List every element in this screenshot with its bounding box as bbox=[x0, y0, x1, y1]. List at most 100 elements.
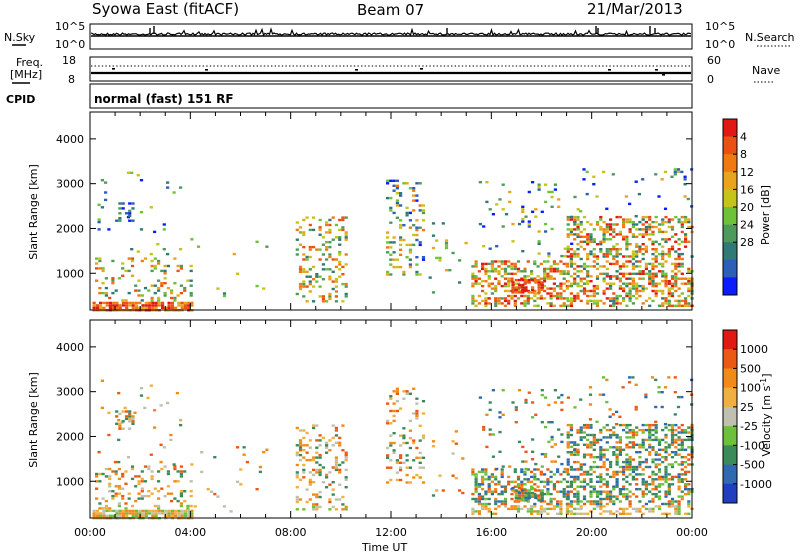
echo-cell bbox=[189, 291, 193, 295]
echo-cell bbox=[615, 270, 619, 273]
echo-cell bbox=[338, 238, 342, 241]
echo-cell bbox=[341, 300, 345, 303]
echo-cell bbox=[644, 438, 648, 442]
echo-cell bbox=[503, 299, 508, 303]
echo-cell bbox=[533, 262, 537, 266]
echo-cell bbox=[562, 270, 566, 273]
echo-cell bbox=[510, 492, 514, 496]
echo-cell bbox=[651, 220, 655, 224]
echo-cell bbox=[408, 251, 412, 254]
echo-cell bbox=[553, 183, 557, 186]
echo-cell bbox=[664, 238, 668, 241]
echo-cell bbox=[121, 494, 125, 498]
echo-cell bbox=[128, 509, 132, 513]
echo-cell bbox=[609, 275, 613, 278]
echo-cell bbox=[421, 412, 426, 415]
echo-cell bbox=[648, 272, 652, 275]
echo-cell bbox=[664, 492, 668, 496]
echo-cell bbox=[609, 225, 613, 229]
echo-cell bbox=[576, 490, 580, 493]
echo-cell bbox=[318, 495, 322, 499]
echo-cell bbox=[402, 224, 406, 227]
colorbar-tick-label: -25 bbox=[740, 420, 758, 433]
echo-cell bbox=[657, 507, 662, 511]
echo-cell bbox=[648, 475, 652, 479]
echo-cell bbox=[573, 441, 577, 444]
echo-cell bbox=[680, 395, 684, 399]
echo-cell bbox=[566, 228, 570, 231]
echo-cell bbox=[484, 468, 488, 471]
echo-cell bbox=[609, 460, 613, 464]
echo-cell bbox=[605, 275, 609, 278]
echo-cell bbox=[534, 496, 538, 500]
echo-cell bbox=[654, 220, 658, 224]
echo-cell bbox=[503, 277, 508, 280]
echo-cell bbox=[338, 471, 342, 474]
echo-cell bbox=[516, 485, 521, 488]
echo-cell bbox=[664, 282, 668, 285]
echo-cell bbox=[490, 260, 494, 263]
echo-cell bbox=[536, 265, 540, 268]
echo-cell bbox=[138, 512, 142, 515]
echo-cell bbox=[484, 502, 488, 506]
echo-cell bbox=[405, 392, 409, 395]
echo-cell bbox=[687, 270, 691, 273]
echo-cell bbox=[521, 489, 525, 492]
echo-cell bbox=[631, 220, 635, 224]
echo-cell bbox=[516, 483, 521, 486]
echo-cell bbox=[408, 481, 412, 484]
echo-cell bbox=[634, 405, 638, 409]
echo-cell bbox=[104, 286, 108, 290]
echo-cell bbox=[521, 283, 525, 287]
echo-cell bbox=[677, 485, 681, 488]
echo-cell bbox=[553, 389, 557, 392]
echo-cell bbox=[105, 509, 109, 513]
echo-cell bbox=[474, 282, 478, 285]
echo-cell bbox=[569, 451, 573, 454]
colorbar-tick-label: 16 bbox=[740, 183, 754, 196]
echo-cell bbox=[546, 275, 550, 278]
echo-cell bbox=[521, 220, 525, 223]
echo-cell bbox=[641, 468, 645, 471]
echo-cell bbox=[631, 302, 635, 305]
echo-cell bbox=[622, 507, 626, 511]
echo-cell bbox=[524, 450, 528, 453]
echo-cell bbox=[338, 250, 342, 254]
echo-cell bbox=[533, 488, 537, 491]
echo-cell bbox=[312, 278, 316, 281]
echo-cell bbox=[664, 433, 668, 437]
echo-cell bbox=[392, 184, 396, 187]
echo-cell bbox=[331, 216, 335, 219]
echo-cell bbox=[557, 396, 561, 399]
echo-cell bbox=[648, 282, 652, 285]
echo-cell bbox=[503, 289, 508, 293]
echo-cell bbox=[599, 475, 603, 479]
echo-cell bbox=[612, 512, 616, 515]
echo-cell bbox=[612, 257, 616, 261]
echo-cell bbox=[684, 448, 688, 451]
echo-cell bbox=[579, 465, 583, 469]
echo-cell bbox=[321, 268, 325, 271]
echo-cell bbox=[569, 423, 573, 427]
echo-cell bbox=[497, 299, 501, 303]
echo-cell bbox=[111, 470, 115, 473]
echo-cell bbox=[177, 509, 181, 513]
echo-cell bbox=[500, 475, 504, 479]
echo-cell bbox=[595, 505, 600, 508]
echo-cell bbox=[130, 465, 135, 468]
echo-cell bbox=[586, 294, 590, 298]
echo-cell bbox=[104, 277, 108, 280]
echo-cell bbox=[131, 202, 135, 205]
echo-cell bbox=[687, 282, 691, 285]
echo-cell bbox=[507, 265, 511, 268]
echo-cell bbox=[609, 297, 613, 300]
echo-cell bbox=[588, 393, 593, 396]
colorbar-tick-label: 25 bbox=[740, 401, 754, 414]
echo-cell bbox=[579, 265, 583, 268]
echo-cell bbox=[631, 431, 635, 434]
echo-cell bbox=[680, 495, 684, 498]
echo-cell bbox=[576, 208, 580, 211]
echo-cell bbox=[661, 257, 665, 261]
echo-cell bbox=[638, 443, 642, 446]
echo-cell bbox=[631, 225, 635, 229]
